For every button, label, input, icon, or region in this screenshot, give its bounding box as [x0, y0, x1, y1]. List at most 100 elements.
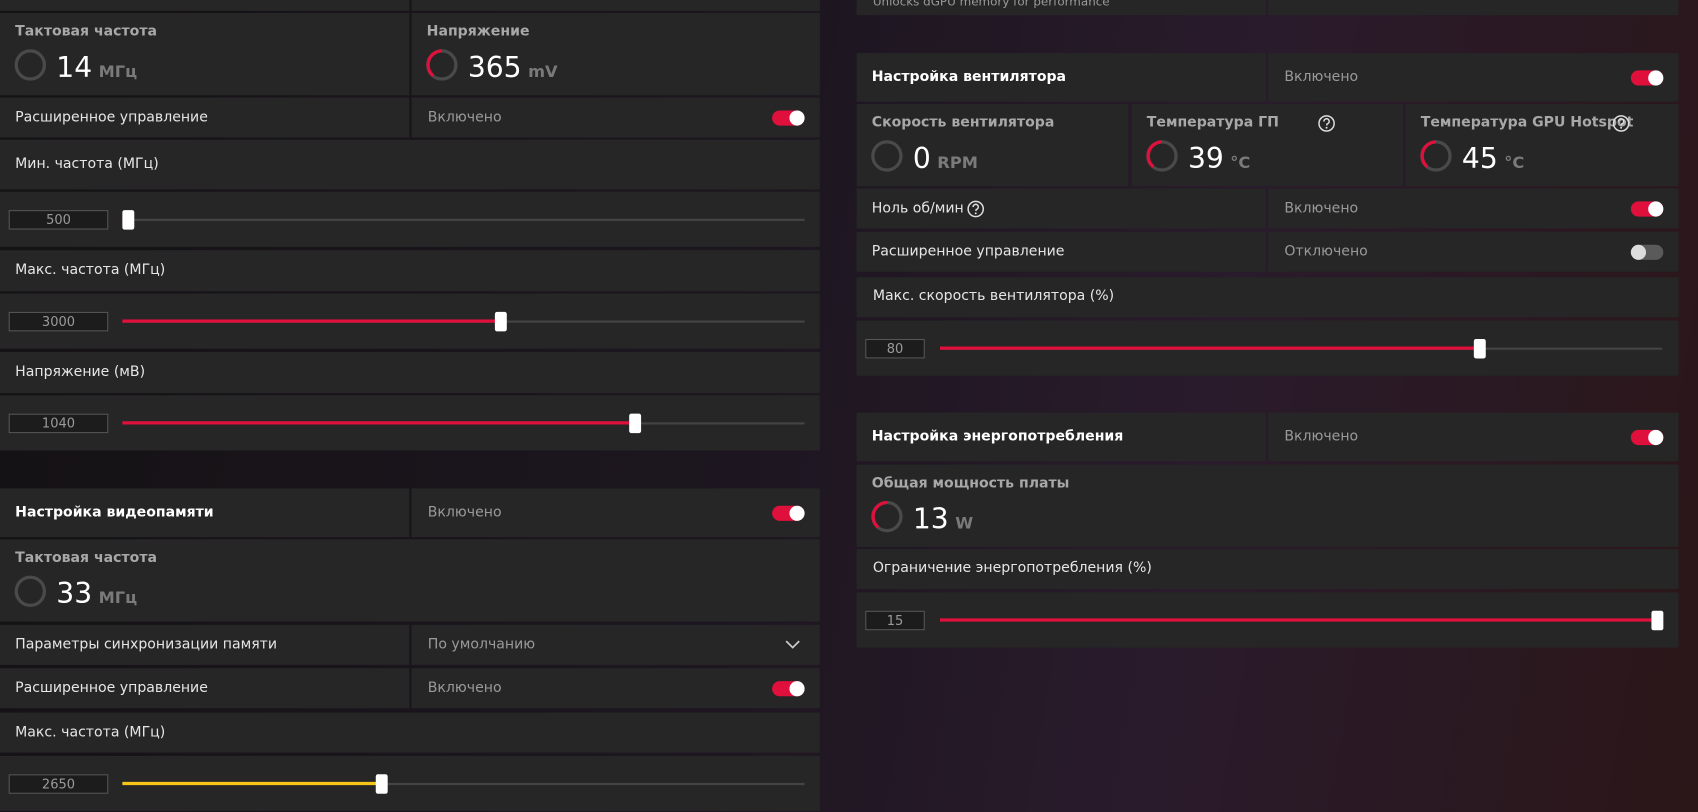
toggle[interactable]: [1630, 201, 1664, 217]
stat-value: 365: [467, 51, 522, 85]
stat-value: 365 mV: [468, 52, 558, 84]
row-label: Расширенное управление: [15, 680, 208, 697]
panel: [0, 488, 410, 538]
panel: [1268, 412, 1679, 462]
toggle[interactable]: [772, 681, 805, 697]
panel: [1268, 231, 1679, 272]
gauge: [426, 49, 458, 81]
panel: [0, 12, 410, 96]
row-label: Мин. частота (МГц): [15, 155, 159, 173]
toggle-knob: [789, 505, 805, 521]
value-input[interactable]: 2650: [8, 774, 109, 794]
toggle[interactable]: [1630, 70, 1664, 86]
help-icon: [967, 200, 985, 218]
row-state: Включено: [427, 680, 502, 697]
stat-unit: МГц: [98, 588, 138, 608]
row-label: Расширенное управление: [15, 109, 208, 126]
note: Unlocks dGPU memory for performance: [872, 0, 1110, 9]
stat-label: Тактовая частота: [15, 550, 158, 567]
value-input[interactable]: 500: [8, 210, 109, 230]
panel: [1268, 0, 1679, 16]
stat-unit: °C: [1230, 152, 1251, 173]
stat-value: 39: [1187, 142, 1224, 176]
dropdown[interactable]: По умолчанию: [427, 636, 536, 653]
value-input[interactable]: 15: [865, 610, 925, 631]
row-state: Отключено: [1284, 243, 1368, 260]
panel: [856, 0, 1266, 16]
section-state: Включено: [427, 504, 502, 521]
slider-fill: [122, 781, 382, 786]
row-label: Макс. частота (МГц): [15, 262, 166, 279]
panel: [411, 488, 820, 538]
section-title: Настройка вентилятора: [871, 69, 1067, 86]
section-title: Настройка видеопамяти: [15, 504, 214, 521]
stat-value: 13: [912, 503, 949, 537]
panel: [0, 712, 820, 753]
row-label: Напряжение (мВ): [15, 363, 146, 381]
slider-thumb[interactable]: [375, 774, 388, 794]
gauge: [871, 500, 903, 533]
stat-value: 0: [912, 142, 931, 176]
stat-value: 45 °C: [1462, 143, 1524, 175]
value-input[interactable]: 1040: [8, 413, 109, 434]
panel: [411, 97, 820, 138]
slider-fill: [939, 346, 1480, 350]
row-state: Включено: [427, 109, 502, 126]
toggle-knob: [1648, 70, 1664, 86]
section-state: Включено: [1284, 69, 1359, 86]
stat-unit: W: [955, 513, 974, 533]
stat-label: Температура GPU Hotspot: [1420, 114, 1634, 132]
panel: [856, 231, 1266, 272]
slider-track: [122, 218, 805, 221]
slider-thumb[interactable]: [122, 210, 135, 230]
section-title: Настройка энергопотребления: [871, 428, 1124, 446]
slider-fill: [122, 319, 501, 323]
help-icon: [1318, 115, 1335, 132]
toggle[interactable]: [1630, 429, 1664, 446]
value-input[interactable]: 80: [865, 338, 925, 359]
stat-label: Температура ГП: [1146, 114, 1279, 132]
stat-value: 0 RPM: [913, 143, 978, 175]
gauge: [14, 49, 47, 81]
toggle[interactable]: [1630, 244, 1664, 260]
gauge: [1146, 140, 1178, 172]
toggle-knob: [1630, 244, 1647, 260]
row-label: Параметры синхронизации памяти: [15, 636, 278, 653]
value-input[interactable]: 3000: [8, 311, 109, 332]
stat-label: Скорость вентилятора: [871, 114, 1055, 132]
row-label: Макс. частота (МГц): [15, 724, 166, 741]
toggle[interactable]: [772, 110, 805, 126]
toggle-knob: [789, 681, 805, 697]
stat-value: 33 МГц: [56, 578, 137, 610]
stat-unit: МГц: [98, 61, 138, 82]
panel: [856, 464, 1679, 547]
panel: [856, 277, 1679, 318]
panel: [856, 103, 1129, 187]
stat-value: 14 МГц: [56, 52, 137, 84]
slider-thumb[interactable]: [1651, 610, 1664, 631]
panel: [411, 0, 820, 11]
slider-thumb[interactable]: [1473, 338, 1486, 359]
row-label: Ограничение энергопотребления (%): [872, 559, 1152, 577]
row-label: Расширенное управление: [871, 243, 1065, 260]
stat-unit: mV: [528, 61, 558, 82]
panel: [856, 549, 1679, 590]
stat-unit: RPM: [937, 152, 978, 173]
slider-track: [122, 782, 805, 786]
stat-value: 45: [1461, 142, 1498, 176]
chevron: [785, 640, 800, 649]
panel: [0, 668, 410, 709]
toggle[interactable]: [772, 505, 805, 521]
stat-value: 39 °C: [1188, 143, 1250, 175]
gauge: [1420, 140, 1452, 172]
slider-thumb[interactable]: [494, 311, 507, 332]
stat-label: Напряжение: [426, 23, 530, 41]
stat-value: 33: [56, 578, 93, 611]
row-label: Макс. скорость вентилятора (%): [872, 288, 1115, 305]
slider-thumb[interactable]: [629, 413, 642, 434]
stat-label: Общая мощность платы: [871, 475, 1070, 492]
row-state: Включено: [1284, 200, 1359, 217]
gauge: [14, 575, 47, 607]
